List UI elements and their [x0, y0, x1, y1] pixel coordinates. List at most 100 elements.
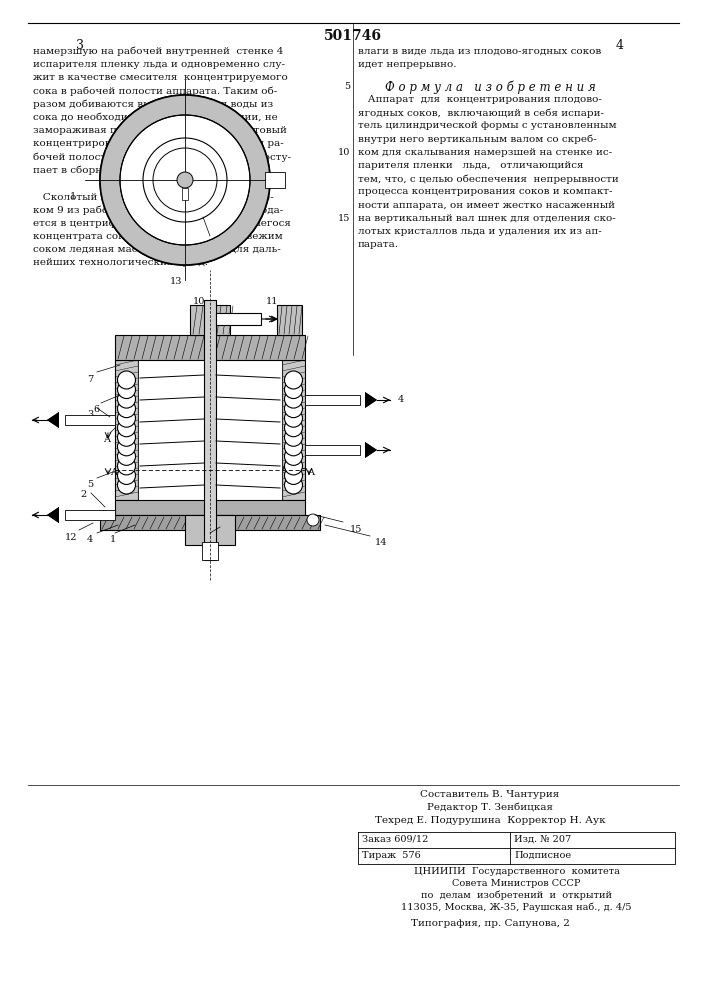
Text: сока до необходимой  его  концентрации, не: сока до необходимой его концентрации, не — [33, 113, 278, 122]
Circle shape — [117, 409, 136, 427]
Text: A: A — [307, 468, 314, 477]
Text: Техред Е. Подурушина  Корректор Н. Аук: Техред Е. Подурушина Корректор Н. Аук — [375, 816, 605, 825]
Text: внутри него вертикальным валом со скреб-: внутри него вертикальным валом со скреб- — [358, 135, 597, 144]
Circle shape — [117, 428, 136, 446]
Text: намерзшую на рабочей внутренней  стенке 4: намерзшую на рабочей внутренней стенке 4 — [33, 47, 284, 56]
Text: замораживая при этом весь продукт. Готовый: замораживая при этом весь продукт. Готов… — [33, 126, 287, 135]
Circle shape — [117, 371, 136, 389]
Circle shape — [117, 419, 136, 437]
Text: 4: 4 — [616, 39, 624, 52]
Circle shape — [120, 115, 250, 245]
Text: 15: 15 — [338, 214, 350, 223]
Bar — [65, 415, 115, 425]
Text: Редактор Т. Зенбицкая: Редактор Т. Зенбицкая — [427, 803, 553, 812]
Bar — [305, 445, 360, 455]
Text: A: A — [103, 435, 110, 444]
Bar — [182, 188, 188, 200]
Text: 12: 12 — [65, 533, 78, 542]
Circle shape — [117, 381, 136, 399]
Text: 10: 10 — [192, 297, 205, 306]
Text: нейших технологических нужд.: нейших технологических нужд. — [33, 258, 208, 267]
Text: 4: 4 — [398, 395, 404, 404]
Circle shape — [117, 447, 136, 465]
Text: Подписное: Подписное — [514, 851, 571, 860]
Circle shape — [117, 438, 136, 456]
Bar — [282, 360, 305, 500]
Polygon shape — [365, 392, 377, 408]
Text: 3: 3 — [76, 39, 84, 52]
Bar — [65, 510, 115, 520]
Circle shape — [143, 138, 227, 222]
Text: Совета Министров СССР: Совета Министров СССР — [452, 879, 580, 888]
Circle shape — [177, 172, 193, 188]
Circle shape — [284, 428, 303, 446]
Text: 8: 8 — [215, 240, 221, 249]
Polygon shape — [47, 507, 59, 523]
Bar — [204, 300, 216, 560]
Text: ком для скалывания намерзшей на стенке ис-: ком для скалывания намерзшей на стенке и… — [358, 148, 612, 157]
Text: Заказ 609/12: Заказ 609/12 — [362, 835, 428, 844]
Bar — [115, 360, 138, 500]
Text: сока в рабочей полости аппарата. Таким об-: сока в рабочей полости аппарата. Таким о… — [33, 87, 277, 96]
Bar — [202, 542, 218, 560]
Text: разом добиваются вымораживания воды из: разом добиваются вымораживания воды из — [33, 100, 273, 109]
Bar — [115, 335, 305, 360]
Text: 9: 9 — [215, 323, 221, 332]
Text: Тираж  576: Тираж 576 — [362, 851, 421, 860]
Text: ком 9 из рабочей камеры и по течке 10 пода-: ком 9 из рабочей камеры и по течке 10 по… — [33, 205, 284, 215]
Bar — [138, 360, 282, 500]
Circle shape — [284, 438, 303, 456]
Text: Изд. № 207: Изд. № 207 — [514, 835, 571, 844]
Text: A-A: A-A — [270, 462, 290, 472]
Bar — [190, 305, 230, 335]
Text: 13: 13 — [200, 535, 213, 544]
Polygon shape — [365, 392, 377, 408]
Bar — [305, 395, 360, 405]
Text: 13: 13 — [170, 277, 182, 286]
Bar — [216, 313, 261, 325]
Text: Аппарат  для  концентрирования плодово-: Аппарат для концентрирования плодово- — [358, 95, 602, 104]
Circle shape — [100, 95, 270, 265]
Bar — [115, 500, 305, 515]
Circle shape — [117, 390, 136, 408]
Circle shape — [284, 466, 303, 484]
Bar — [100, 515, 320, 530]
Text: Сколотый скребком 8 лед удаляется шне-: Сколотый скребком 8 лед удаляется шне- — [33, 192, 274, 202]
Circle shape — [284, 371, 303, 389]
Text: парата.: парата. — [358, 240, 399, 249]
Circle shape — [284, 457, 303, 475]
Text: 4: 4 — [87, 535, 93, 544]
Circle shape — [284, 419, 303, 437]
Text: на вертикальный вал шнек для отделения ско-: на вертикальный вал шнек для отделения с… — [358, 214, 616, 223]
Polygon shape — [47, 412, 59, 428]
Circle shape — [307, 514, 319, 526]
Text: жит в качестве смесителя  концентрируемого: жит в качестве смесителя концентрируемог… — [33, 73, 288, 82]
Circle shape — [284, 390, 303, 408]
Circle shape — [284, 409, 303, 427]
Polygon shape — [365, 442, 377, 458]
Text: испарителя пленку льда и одновременно слу-: испарителя пленку льда и одновременно сл… — [33, 60, 285, 69]
Text: A: A — [110, 468, 117, 477]
Circle shape — [117, 466, 136, 484]
Text: бочей полости аппарата по патрубку 12 посту-: бочей полости аппарата по патрубку 12 по… — [33, 153, 291, 162]
Text: процесса концентрирования соков и компакт-: процесса концентрирования соков и компак… — [358, 187, 612, 196]
Text: 10: 10 — [338, 148, 350, 157]
Text: 6: 6 — [93, 405, 99, 414]
Text: тель цилиндрической формы с установленным: тель цилиндрической формы с установленны… — [358, 121, 617, 130]
Circle shape — [100, 95, 270, 265]
Polygon shape — [47, 507, 59, 523]
Text: тем, что, с целью обеспечения  непрерывности: тем, что, с целью обеспечения непрерывно… — [358, 174, 619, 184]
Bar — [185, 515, 235, 545]
Circle shape — [284, 447, 303, 465]
Circle shape — [117, 400, 136, 418]
Text: ЦНИИПИ  Государственного  комитета: ЦНИИПИ Государственного комитета — [414, 867, 619, 876]
Bar — [277, 305, 302, 335]
Text: 5: 5 — [87, 480, 93, 489]
Text: ягодных соков,  включающий в себя испари-: ягодных соков, включающий в себя испари- — [358, 108, 604, 118]
Circle shape — [284, 400, 303, 418]
Text: 2: 2 — [80, 490, 86, 499]
Text: 113035, Москва, Ж-35, Раушская наб., д. 4/5: 113035, Москва, Ж-35, Раушская наб., д. … — [402, 903, 632, 912]
Text: парителя пленки   льда,   отличающийся: парителя пленки льда, отличающийся — [358, 161, 583, 170]
Circle shape — [284, 381, 303, 399]
Polygon shape — [365, 442, 377, 458]
